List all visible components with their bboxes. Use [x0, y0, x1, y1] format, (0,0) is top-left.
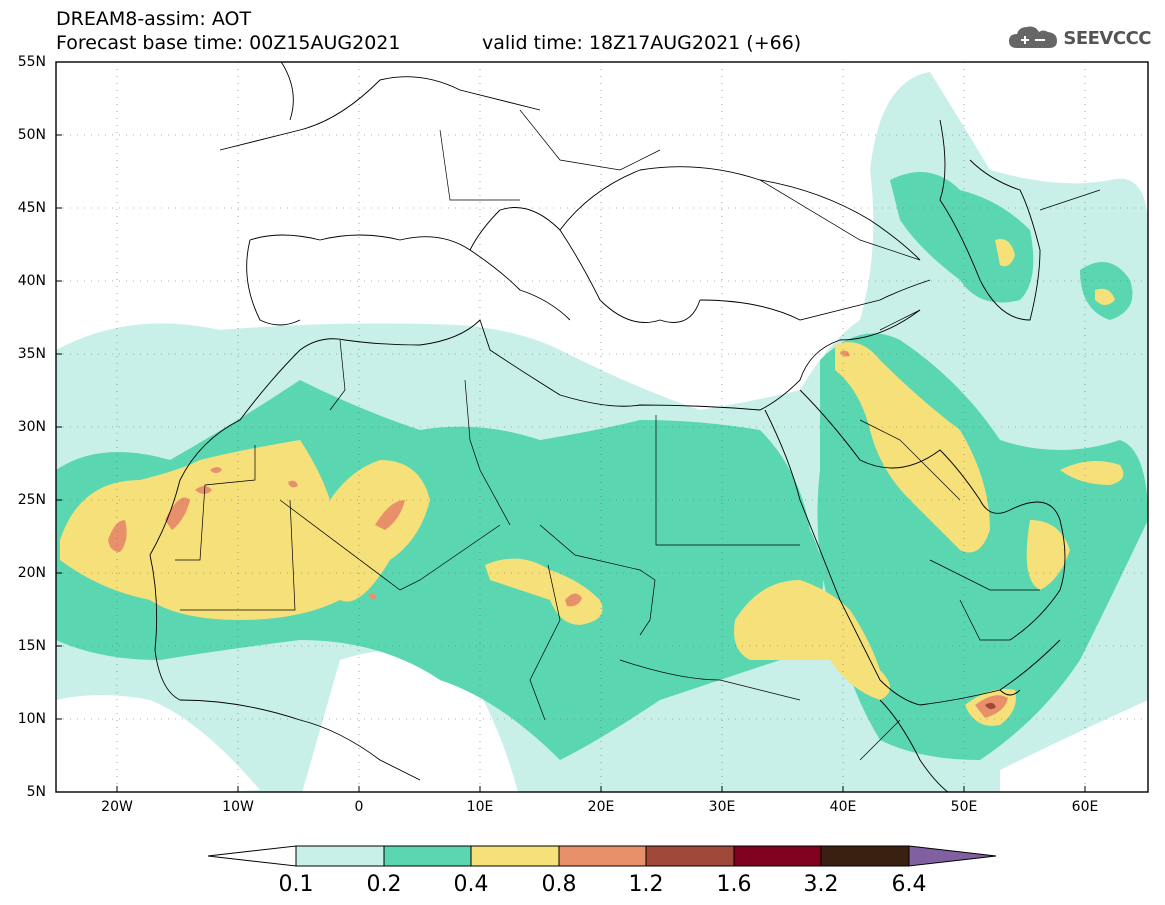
colorbar-bin-3 — [470, 845, 560, 867]
lon-label: 30E — [708, 799, 736, 815]
colorbar-label: 1.6 — [716, 872, 752, 897]
coastlines — [149, 62, 1066, 792]
lon-label: 0 — [354, 799, 364, 815]
cloud-icon — [1009, 26, 1058, 48]
colorbar-label: 0.1 — [278, 872, 314, 897]
colorbar-label: 6.4 — [891, 872, 927, 897]
lat-label: 55N — [17, 54, 46, 70]
colorbar-label: 0.2 — [366, 872, 402, 897]
colorbar-label: 0.4 — [453, 872, 489, 897]
colorbar-label: 0.8 — [541, 872, 577, 897]
base-time-label: Forecast base time: 00Z15AUG2021 — [56, 32, 401, 54]
colorbar-bin-5 — [645, 845, 735, 867]
colorbar-lower-arrow — [207, 845, 297, 867]
colorbar-label: 1.2 — [628, 872, 664, 897]
lat-label: 45N — [17, 200, 46, 216]
lat-label: 25N — [17, 492, 46, 508]
axis-ticks — [56, 61, 1086, 793]
chart-title: DREAM8-assim: AOT — [56, 8, 252, 30]
colorbar-upper-arrow — [908, 845, 997, 867]
colorbar-bin-6 — [733, 845, 822, 867]
country-borders — [175, 109, 1101, 761]
lon-label: 20W — [101, 799, 133, 815]
colorbar-bin-1 — [295, 845, 385, 867]
colorbar — [207, 845, 997, 867]
colorbar-bin-7 — [820, 845, 910, 867]
aot-level-4 — [108, 520, 127, 552]
lon-label: 10W — [222, 799, 254, 815]
lat-label: 10N — [17, 711, 46, 727]
colorbar-bin-2 — [383, 845, 472, 867]
lon-label: 60E — [1071, 799, 1099, 815]
graticule — [56, 62, 1148, 792]
colorbar-label: 3.2 — [803, 872, 839, 897]
lat-label: 35N — [17, 346, 46, 362]
aot-level-3 — [60, 440, 430, 620]
lat-label: 20N — [17, 565, 46, 581]
valid-time-label: valid time: 18Z17AUG2021 (+66) — [482, 32, 802, 54]
lat-label: 5N — [26, 784, 46, 800]
lat-label: 30N — [17, 419, 46, 435]
lat-label: 15N — [17, 638, 46, 654]
seevccc-logo: SEEVCCC — [1007, 24, 1151, 52]
lon-label: 50E — [950, 799, 978, 815]
colorbar-bin-4 — [558, 845, 647, 867]
lon-label: 10E — [466, 799, 494, 815]
lon-label: 20E — [587, 799, 615, 815]
lat-label: 40N — [17, 273, 46, 289]
lat-label: 50N — [17, 127, 46, 143]
lon-label: 40E — [829, 799, 857, 815]
logo-text: SEEVCCC — [1063, 27, 1151, 49]
